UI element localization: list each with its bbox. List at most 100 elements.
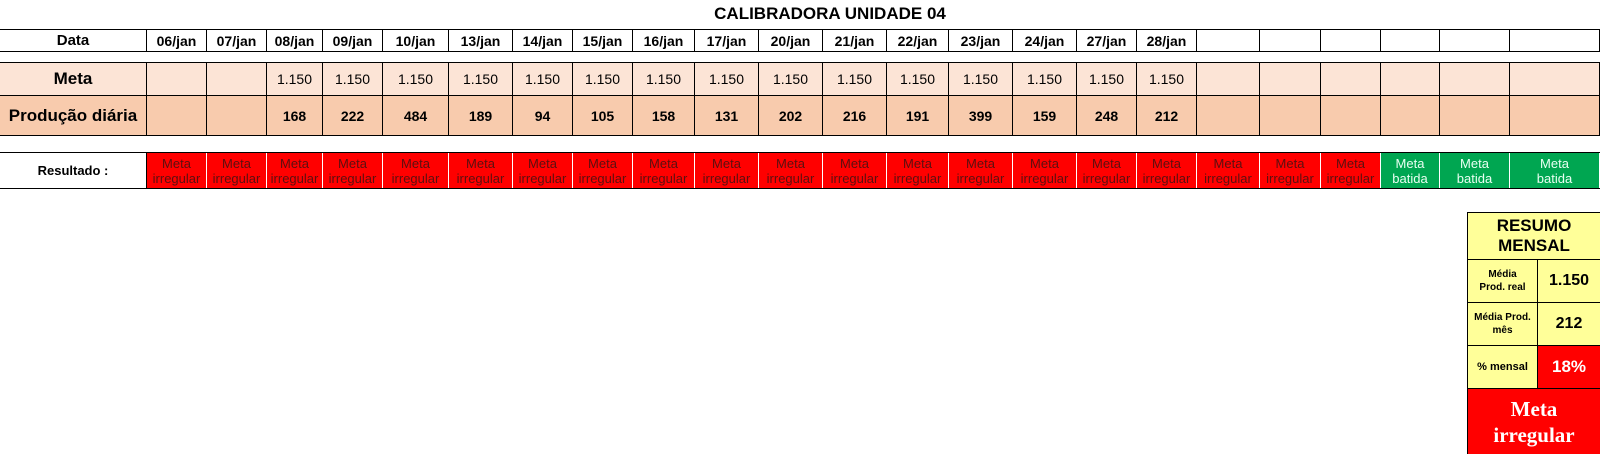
- meta-cell[interactable]: 1.150: [383, 63, 449, 95]
- result-cell[interactable]: Meta irregular: [633, 153, 695, 188]
- meta-cell[interactable]: [1440, 63, 1510, 95]
- date-cell[interactable]: 06/jan: [147, 30, 207, 51]
- production-cell[interactable]: [1440, 96, 1510, 135]
- date-cell[interactable]: 20/jan: [759, 30, 823, 51]
- production-cell[interactable]: 189: [449, 96, 513, 135]
- meta-cell[interactable]: [1260, 63, 1321, 95]
- date-cell[interactable]: 28/jan: [1137, 30, 1197, 51]
- result-cell[interactable]: Meta irregular: [323, 153, 383, 188]
- result-label[interactable]: Resultado :: [0, 153, 147, 188]
- meta-cell[interactable]: [147, 63, 207, 95]
- date-cell[interactable]: 23/jan: [949, 30, 1013, 51]
- result-cell[interactable]: Meta irregular: [1321, 153, 1381, 188]
- production-cell[interactable]: 159: [1013, 96, 1077, 135]
- meta-label[interactable]: Meta: [0, 63, 147, 95]
- date-cell[interactable]: 13/jan: [449, 30, 513, 51]
- production-label[interactable]: Produção diária: [0, 96, 147, 135]
- result-cell[interactable]: Meta batida: [1381, 153, 1440, 188]
- date-cell[interactable]: [1260, 30, 1321, 51]
- meta-cell[interactable]: [1321, 63, 1381, 95]
- production-cell[interactable]: 216: [823, 96, 887, 135]
- production-cell[interactable]: 94: [513, 96, 573, 135]
- date-cell[interactable]: 24/jan: [1013, 30, 1077, 51]
- summary-avg-real-label[interactable]: Média Prod. real: [1468, 260, 1538, 302]
- production-cell[interactable]: 168: [267, 96, 323, 135]
- production-cell[interactable]: 212: [1137, 96, 1197, 135]
- result-cell[interactable]: Meta irregular: [1197, 153, 1260, 188]
- production-cell[interactable]: 191: [887, 96, 949, 135]
- result-cell[interactable]: Meta irregular: [383, 153, 449, 188]
- production-cell[interactable]: 399: [949, 96, 1013, 135]
- meta-cell[interactable]: 1.150: [1137, 63, 1197, 95]
- meta-cell[interactable]: 1.150: [1013, 63, 1077, 95]
- production-cell[interactable]: 484: [383, 96, 449, 135]
- meta-cell[interactable]: [207, 63, 267, 95]
- result-cell[interactable]: Meta irregular: [207, 153, 267, 188]
- date-cell[interactable]: 16/jan: [633, 30, 695, 51]
- date-cell[interactable]: 08/jan: [267, 30, 323, 51]
- production-cell[interactable]: 222: [323, 96, 383, 135]
- result-cell[interactable]: Meta irregular: [1013, 153, 1077, 188]
- result-cell[interactable]: Meta irregular: [759, 153, 823, 188]
- meta-cell[interactable]: 1.150: [323, 63, 383, 95]
- meta-cell[interactable]: 1.150: [949, 63, 1013, 95]
- meta-cell[interactable]: [1197, 63, 1260, 95]
- result-cell[interactable]: Meta batida: [1440, 153, 1510, 188]
- production-cell[interactable]: [1260, 96, 1321, 135]
- meta-cell[interactable]: 1.150: [759, 63, 823, 95]
- date-cell[interactable]: 17/jan: [695, 30, 759, 51]
- date-cell[interactable]: [1197, 30, 1260, 51]
- summary-result[interactable]: Meta irregular: [1468, 389, 1600, 454]
- production-cell[interactable]: [1381, 96, 1440, 135]
- result-cell[interactable]: Meta irregular: [147, 153, 207, 188]
- production-cell[interactable]: 158: [633, 96, 695, 135]
- date-cell[interactable]: 10/jan: [383, 30, 449, 51]
- production-cell[interactable]: [1321, 96, 1381, 135]
- result-cell[interactable]: Meta irregular: [887, 153, 949, 188]
- result-cell[interactable]: Meta irregular: [1077, 153, 1137, 188]
- summary-avg-real-value[interactable]: 1.150: [1538, 260, 1600, 302]
- result-cell[interactable]: Meta irregular: [823, 153, 887, 188]
- summary-pct-value[interactable]: 18%: [1538, 346, 1600, 388]
- meta-cell[interactable]: [1510, 63, 1600, 95]
- date-cell[interactable]: [1381, 30, 1440, 51]
- date-label[interactable]: Data: [0, 30, 147, 51]
- result-cell[interactable]: Meta irregular: [695, 153, 759, 188]
- date-cell[interactable]: [1510, 30, 1600, 51]
- production-cell[interactable]: 131: [695, 96, 759, 135]
- result-cell[interactable]: Meta irregular: [573, 153, 633, 188]
- meta-cell[interactable]: 1.150: [823, 63, 887, 95]
- production-cell[interactable]: 248: [1077, 96, 1137, 135]
- meta-cell[interactable]: 1.150: [633, 63, 695, 95]
- date-cell[interactable]: [1440, 30, 1510, 51]
- meta-cell[interactable]: 1.150: [1077, 63, 1137, 95]
- meta-cell[interactable]: 1.150: [449, 63, 513, 95]
- result-cell[interactable]: Meta irregular: [267, 153, 323, 188]
- date-cell[interactable]: 15/jan: [573, 30, 633, 51]
- meta-cell[interactable]: 1.150: [513, 63, 573, 95]
- date-cell[interactable]: 14/jan: [513, 30, 573, 51]
- production-cell[interactable]: [207, 96, 267, 135]
- meta-cell[interactable]: 1.150: [695, 63, 759, 95]
- meta-cell[interactable]: 1.150: [267, 63, 323, 95]
- date-cell[interactable]: 22/jan: [887, 30, 949, 51]
- production-cell[interactable]: [1197, 96, 1260, 135]
- summary-pct-label[interactable]: % mensal: [1468, 346, 1538, 388]
- summary-avg-month-label[interactable]: Média Prod. mês: [1468, 303, 1538, 345]
- meta-cell[interactable]: 1.150: [887, 63, 949, 95]
- production-cell[interactable]: [1510, 96, 1600, 135]
- date-cell[interactable]: 07/jan: [207, 30, 267, 51]
- result-cell[interactable]: Meta irregular: [949, 153, 1013, 188]
- production-cell[interactable]: 105: [573, 96, 633, 135]
- date-cell[interactable]: 09/jan: [323, 30, 383, 51]
- date-cell[interactable]: 27/jan: [1077, 30, 1137, 51]
- result-cell[interactable]: Meta irregular: [513, 153, 573, 188]
- meta-cell[interactable]: [1381, 63, 1440, 95]
- result-cell[interactable]: Meta batida: [1510, 153, 1600, 188]
- date-cell[interactable]: [1321, 30, 1381, 51]
- summary-avg-month-value[interactable]: 212: [1538, 303, 1600, 345]
- result-cell[interactable]: Meta irregular: [449, 153, 513, 188]
- production-cell[interactable]: 202: [759, 96, 823, 135]
- date-cell[interactable]: 21/jan: [823, 30, 887, 51]
- result-cell[interactable]: Meta irregular: [1260, 153, 1321, 188]
